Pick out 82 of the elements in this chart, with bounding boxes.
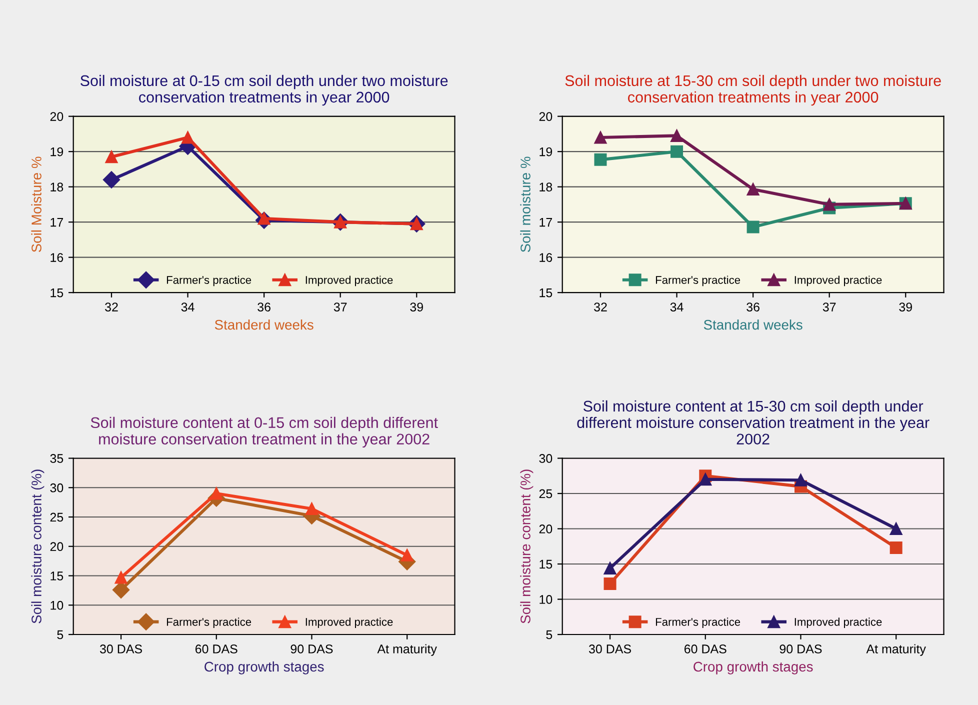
x-tick-label: 90 DAS bbox=[290, 644, 333, 654]
y-tick-label: 5 bbox=[546, 630, 552, 640]
legend-label: Farmer's practice bbox=[166, 276, 252, 286]
x-tick-label: 37 bbox=[334, 302, 347, 312]
y-tick-label: 25 bbox=[50, 512, 64, 522]
point bbox=[699, 473, 712, 486]
x-tick-label: At maturity bbox=[866, 644, 926, 656]
y-tick-label: 20 bbox=[539, 112, 552, 121]
y-tick-label: 15 bbox=[540, 288, 552, 298]
x-tick-label: 36 bbox=[258, 302, 270, 312]
point bbox=[746, 220, 760, 234]
y-tick-label: 20 bbox=[50, 542, 64, 552]
x-tick-label: 36 bbox=[746, 302, 760, 312]
x-tick-label: 34 bbox=[670, 302, 684, 312]
y-tick-label: 10 bbox=[50, 600, 64, 610]
y-axis-title: Soil moisture % bbox=[520, 156, 530, 252]
point bbox=[604, 577, 616, 590]
chart-title: Soil moisture at 0-15 cm soil depth under two moisture conservation treatments in year 2000 bbox=[80, 74, 448, 106]
x-tick-label: 37 bbox=[822, 302, 836, 312]
y-tick-label: 15 bbox=[50, 288, 64, 298]
point bbox=[746, 183, 760, 196]
point bbox=[670, 129, 684, 142]
chart-title: Soil moisture content at 0-15 cm soil depth different moisture conservation treatment in the year 2002 bbox=[90, 416, 438, 448]
y-tick-label: 30 bbox=[50, 483, 64, 492]
legend-label: Improved practice bbox=[306, 276, 393, 286]
point bbox=[114, 571, 128, 584]
legend-label: Improved practice bbox=[794, 276, 882, 286]
legend-label: Farmer's practice bbox=[656, 618, 740, 628]
x-tick-label: 39 bbox=[410, 302, 423, 312]
point bbox=[305, 502, 318, 516]
legend-label: Improved practice bbox=[794, 618, 882, 628]
y-tick-label: 25 bbox=[539, 489, 552, 498]
x-tick-label: 34 bbox=[181, 302, 194, 312]
y-tick-label: 10 bbox=[540, 595, 552, 604]
y-tick-label: 16 bbox=[540, 253, 552, 262]
point bbox=[105, 150, 118, 164]
y-axis-title: Soil moisture content (%) bbox=[31, 470, 44, 624]
x-tick-label: 60 DAS bbox=[684, 644, 726, 654]
x-axis-title: Standerd weeks bbox=[214, 320, 314, 330]
point bbox=[794, 474, 807, 486]
point bbox=[670, 145, 684, 158]
y-tick-label: 17 bbox=[540, 218, 552, 227]
y-tick-label: 15 bbox=[50, 572, 64, 580]
x-tick-label: 90 DAS bbox=[780, 644, 822, 654]
y-tick-label: 19 bbox=[540, 147, 552, 156]
y-tick-label: 30 bbox=[539, 454, 552, 463]
y-tick-label: 16 bbox=[50, 253, 64, 262]
legend-label: Improved practice bbox=[306, 618, 393, 628]
x-tick-label: 32 bbox=[105, 302, 118, 312]
y-tick-label: 20 bbox=[539, 524, 552, 534]
point bbox=[604, 562, 616, 574]
legend-label: Farmer's practice bbox=[656, 276, 740, 286]
y-tick-label: 18 bbox=[50, 182, 64, 192]
point bbox=[102, 171, 120, 188]
y-axis-title: Soil moisture content (%) bbox=[520, 470, 534, 624]
y-tick-label: 19 bbox=[50, 147, 64, 156]
y-tick-label: 20 bbox=[50, 112, 64, 121]
point bbox=[890, 542, 902, 554]
point bbox=[400, 548, 414, 562]
chart-title: Soil moisture content at 15-30 cm soil depth under different moisture conservation treatment in the year 2002 bbox=[577, 400, 930, 445]
y-tick-label: 17 bbox=[50, 218, 63, 227]
x-tick-label: 30 DAS bbox=[100, 644, 142, 654]
point bbox=[182, 131, 194, 144]
x-tick-label: 39 bbox=[899, 302, 912, 312]
y-axis-title: Soil Moisture % bbox=[31, 156, 42, 252]
x-tick-label: 30 DAS bbox=[588, 644, 631, 654]
point bbox=[823, 198, 836, 211]
y-tick-label: 15 bbox=[540, 560, 552, 569]
y-tick-label: 5 bbox=[57, 630, 64, 640]
x-tick-label: 32 bbox=[594, 302, 607, 312]
x-axis-title: Standard weeks bbox=[704, 320, 802, 330]
x-axis-title: Crop growth stages bbox=[204, 661, 324, 674]
x-tick-label: At maturity bbox=[377, 644, 437, 656]
point bbox=[890, 522, 902, 535]
legend-label: Farmer's practice bbox=[166, 618, 252, 628]
chart-title: Soil moisture at 15-30 cm soil depth under two moisture conservation treatments in year 2000 bbox=[565, 74, 941, 106]
point bbox=[594, 131, 607, 144]
x-tick-label: 60 DAS bbox=[195, 644, 238, 654]
point bbox=[594, 153, 607, 166]
y-tick-label: 18 bbox=[540, 182, 552, 192]
y-tick-label: 35 bbox=[50, 454, 64, 463]
x-axis-title: Crop growth stages bbox=[694, 661, 813, 674]
